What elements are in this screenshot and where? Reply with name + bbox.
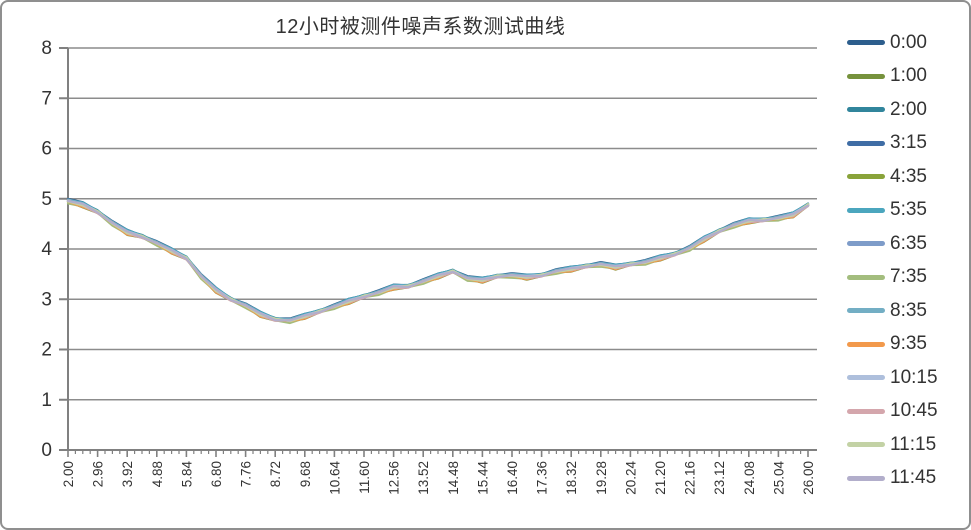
series-line-11-15 [66, 200, 810, 323]
legend-item-11-45: 11:45 [847, 462, 938, 496]
x-tick-label: 2.96 [91, 461, 106, 487]
legend-label: 0:00 [890, 31, 927, 53]
y-tick-label: 5 [41, 189, 52, 210]
legend-label: 11:45 [890, 467, 937, 489]
legend-label: 4:35 [890, 165, 927, 187]
x-tick-label: 25.04 [771, 461, 786, 495]
y-tick-labels: 0 1 2 3 4 5 6 7 8 [41, 38, 68, 461]
x-tick-label: 26.00 [801, 461, 816, 495]
legend-swatch [847, 140, 885, 146]
x-tick-label: 2.00 [61, 461, 76, 487]
x-tick-label: 21.20 [653, 461, 668, 495]
legend-label: 10:45 [890, 400, 938, 422]
series-line-11-45 [66, 199, 810, 322]
legend-label: 8:35 [890, 299, 927, 321]
legend-swatch [847, 475, 885, 481]
x-tick-label: 13.52 [416, 461, 431, 495]
x-tick-label: 23.12 [712, 461, 727, 495]
legend-item-10-45: 10:45 [847, 395, 938, 429]
legend-label: 3:15 [890, 132, 927, 154]
series-line-0-00 [66, 197, 810, 320]
gridlines [68, 47, 817, 401]
legend-swatch [847, 241, 885, 247]
legend-label: 9:35 [890, 333, 927, 355]
x-tick-label: 5.84 [179, 461, 194, 488]
x-tick-label: 15.44 [475, 461, 490, 495]
series-line-10-45 [66, 199, 810, 322]
legend-swatch [847, 274, 885, 280]
legend-swatch [847, 375, 885, 381]
x-tick-label: 24.08 [742, 461, 757, 495]
legend-item-5-35: 5:35 [847, 194, 938, 228]
legend-swatch [847, 341, 885, 347]
x-tick-label: 16.40 [505, 461, 520, 495]
x-tick-label: 11.60 [357, 461, 372, 494]
series-line-1-00 [66, 200, 810, 323]
legend-label: 2:00 [890, 98, 927, 120]
legend-swatch [847, 442, 885, 448]
series-line-7-35 [66, 202, 810, 325]
series-lines [66, 197, 810, 325]
x-tick-label: 8.72 [268, 461, 283, 487]
legend-item-10-15: 10:15 [847, 361, 938, 395]
x-tick-label: 14.48 [446, 461, 461, 495]
x-tick-label: 7.76 [239, 461, 254, 487]
x-tick-label: 9.68 [298, 461, 313, 487]
x-tick-label: 4.88 [150, 461, 165, 487]
y-tick-label: 3 [41, 289, 52, 310]
legend-item-3-15: 3:15 [847, 127, 938, 161]
legend-item-2-00: 2:00 [847, 93, 938, 127]
series-line-3-15 [66, 198, 810, 321]
legend-swatch [847, 308, 885, 314]
x-tick-label: 22.16 [683, 461, 698, 495]
series-line-9-35 [66, 200, 810, 323]
legend-label: 11:15 [890, 433, 937, 455]
y-tick-label: 6 [41, 139, 52, 160]
legend-item-1-00: 1:00 [847, 60, 938, 94]
x-tick-label: 6.80 [209, 461, 224, 487]
legend-item-8-35: 8:35 [847, 294, 938, 328]
y-tick-label: 1 [41, 390, 52, 411]
legend-label: 10:15 [890, 366, 938, 388]
legend-item-11-15: 11:15 [847, 428, 938, 462]
legend-item-4-35: 4:35 [847, 160, 938, 194]
legend-item-7-35: 7:35 [847, 261, 938, 295]
legend-label: 1:00 [890, 65, 927, 87]
y-tick-label: 7 [41, 88, 52, 109]
legend-label: 5:35 [890, 199, 927, 221]
legend-item-6-35: 6:35 [847, 227, 938, 261]
legend-label: 7:35 [890, 266, 927, 288]
legend-swatch [847, 207, 885, 213]
legend-label: 6:35 [890, 232, 927, 254]
legend-swatch [847, 107, 885, 113]
x-tick-label: 12.56 [387, 461, 402, 495]
legend-item-9-35: 9:35 [847, 328, 938, 362]
series-line-2-00 [66, 199, 810, 322]
legend-swatch [847, 408, 885, 414]
x-tick-label: 18.32 [564, 461, 579, 495]
y-tick-label: 8 [41, 38, 52, 59]
legend-swatch [847, 73, 885, 79]
chart-title: 12小时被测件噪声系数测试曲线 [275, 16, 566, 38]
legend-swatch [847, 174, 885, 180]
legend: 0:00 1:00 2:00 3:15 4:35 5:35 6:35 7:35 8:35 9:35… [847, 26, 938, 495]
x-tick-label: 10.64 [327, 461, 342, 495]
x-tick-label: 17.36 [535, 461, 550, 495]
y-tick-label: 4 [41, 239, 52, 260]
series-line-6-35 [66, 199, 810, 322]
x-tick-label: 3.92 [120, 461, 135, 487]
series-line-4-35 [66, 200, 810, 323]
series-line-10-15 [66, 200, 810, 322]
x-tick-label: 19.28 [594, 461, 609, 495]
series-line-8-35 [66, 198, 810, 321]
legend-swatch [847, 40, 885, 46]
y-tick-label: 0 [41, 440, 52, 461]
series-line-5-35 [66, 198, 810, 321]
y-tick-label: 2 [41, 340, 52, 361]
legend-item-0-00: 0:00 [847, 26, 938, 60]
x-tick-label: 20.24 [623, 461, 638, 495]
x-tick-labels: 2.00 2.96 3.92 4.88 5.84 6.80 7.76 8.72 9.68 10.6… [61, 450, 816, 495]
